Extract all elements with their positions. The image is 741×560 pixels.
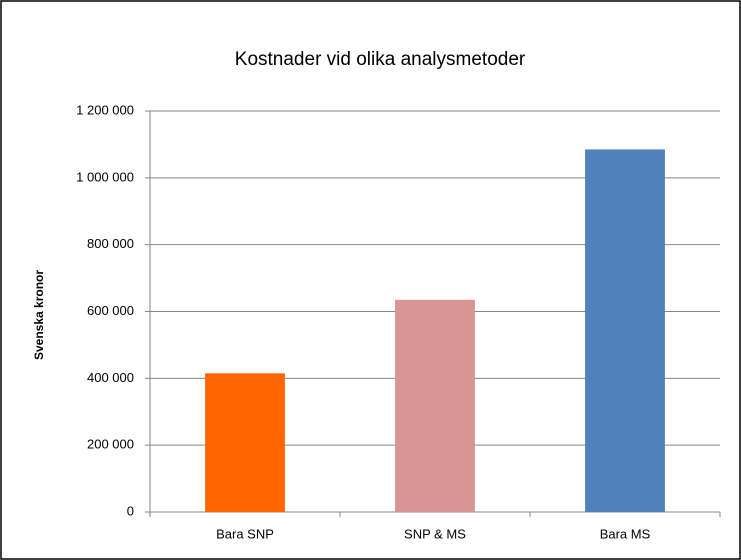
x-tick-label: SNP & MS: [404, 526, 466, 541]
bar: [585, 149, 665, 512]
chart-title: Kostnader vid olika analysmetoder: [235, 49, 526, 70]
y-axis-label: Svenska kronor: [32, 270, 46, 360]
y-tick-label: 0: [127, 503, 134, 518]
bar: [395, 299, 475, 512]
x-tick-label: Bara SNP: [216, 526, 274, 541]
bar: [205, 373, 285, 512]
y-tick-label: 400 000: [87, 370, 134, 385]
y-tick-label: 1 200 000: [76, 102, 134, 117]
y-tick-label: 600 000: [87, 303, 134, 318]
y-tick-label: 800 000: [87, 236, 134, 251]
x-tick-label: Bara MS: [600, 526, 651, 541]
y-tick-label: 200 000: [87, 437, 134, 452]
y-tick-label: 1 000 000: [76, 169, 134, 184]
